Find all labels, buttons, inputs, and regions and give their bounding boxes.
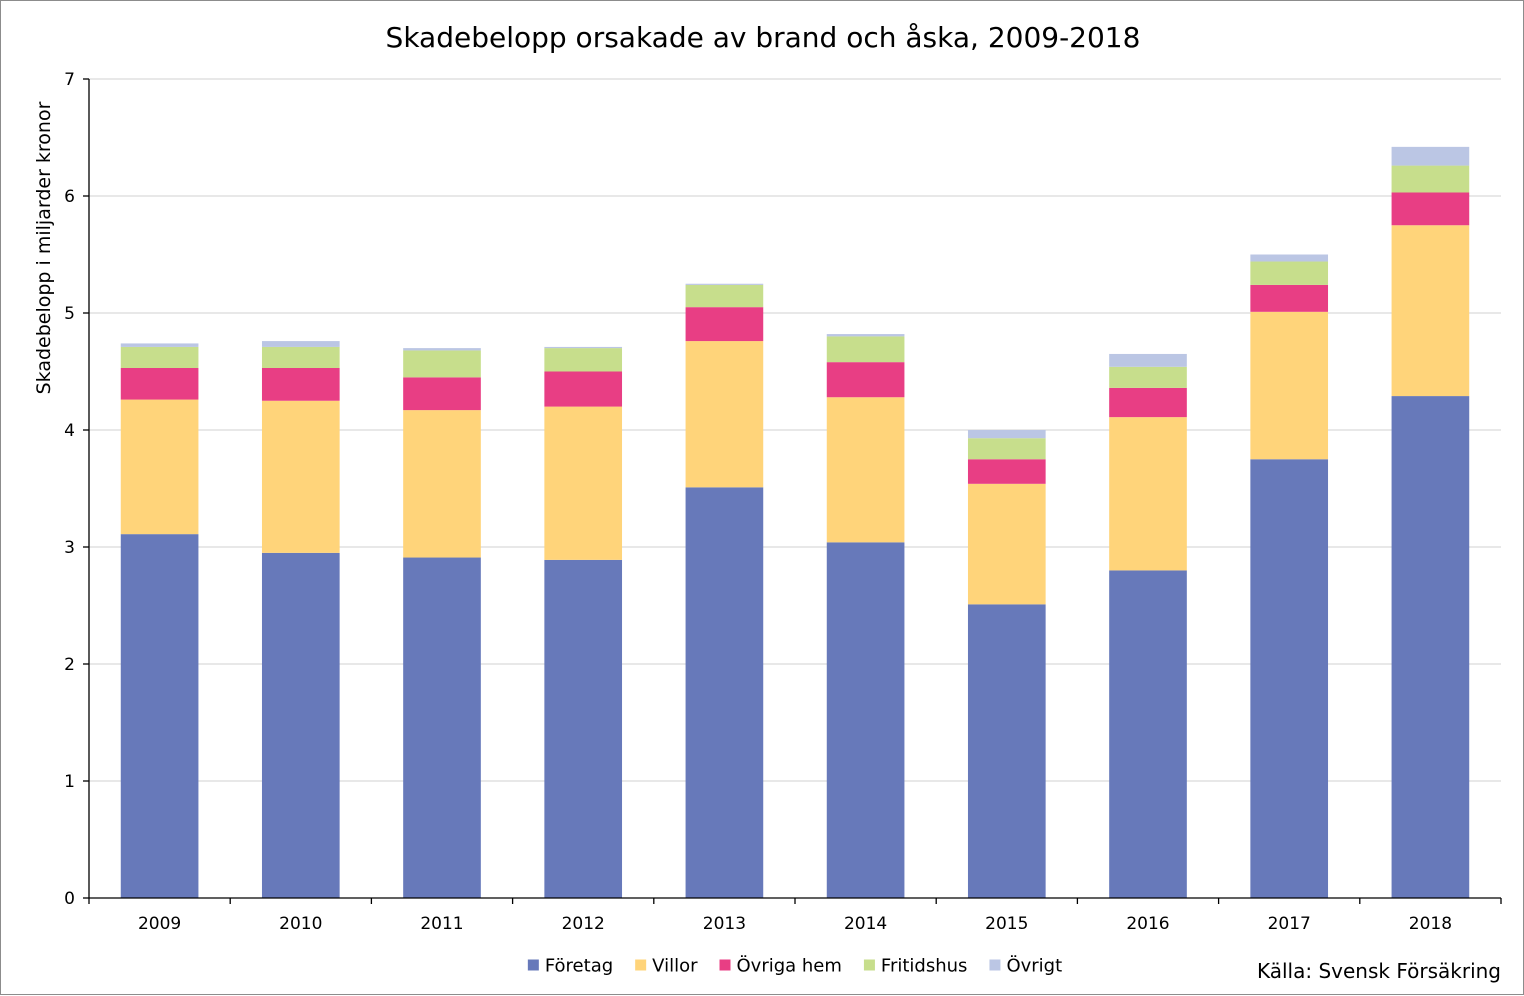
bar-segment: [826, 362, 905, 398]
bar-segment: [261, 367, 340, 401]
bar-segment: [261, 552, 340, 898]
legend-label: Fritidshus: [881, 956, 968, 977]
legend: Företag Villor Övriga hem Fritidshus Övrigt: [527, 955, 1062, 977]
x-tick-label: 2011: [420, 914, 463, 934]
bar-segment: [261, 346, 340, 368]
bar-segment: [967, 604, 1046, 898]
bar-segment: [967, 430, 1046, 439]
y-axis-label: Skadebelopp i miljarder kronor: [33, 101, 55, 394]
x-tick-label: 2016: [1126, 914, 1169, 934]
y-tick-label: 6: [64, 187, 75, 207]
bar-segment: [1391, 396, 1470, 898]
bar-segment: [1250, 254, 1329, 262]
x-tick-label: 2009: [138, 914, 181, 934]
y-tick-label: 5: [64, 304, 75, 324]
bar-segment: [967, 483, 1046, 605]
bar-segment: [120, 343, 199, 347]
bar-segment: [1250, 284, 1329, 312]
y-tick-label: 1: [64, 772, 75, 792]
x-tick-label: 2012: [562, 914, 605, 934]
bar-segment: [967, 459, 1046, 484]
bar-segment: [1391, 165, 1470, 193]
bar-segment: [1391, 146, 1470, 166]
legend-label: Företag: [545, 956, 613, 977]
legend-swatch: [863, 959, 875, 971]
bar-segment: [685, 284, 764, 308]
y-tick-label: 2: [64, 655, 75, 675]
bar-segment: [544, 371, 623, 407]
bar-segment: [1250, 311, 1329, 460]
bar-segment: [826, 336, 905, 363]
bar-segment: [685, 487, 764, 898]
bar-segment: [685, 307, 764, 342]
bar-segment: [403, 350, 481, 378]
bar-segment: [544, 406, 623, 560]
bar-segment: [685, 341, 764, 488]
axes: [83, 78, 1502, 904]
legend-swatch: [527, 959, 539, 971]
x-tick-label: 2018: [1409, 914, 1452, 934]
bar-segment: [1250, 459, 1329, 898]
bar-segment: [261, 400, 340, 553]
bar-segment: [544, 348, 623, 372]
y-tick-label: 0: [64, 889, 75, 909]
legend-label: Övriga hem: [737, 955, 842, 977]
x-tick-label: 2010: [279, 914, 322, 934]
bar-segment: [261, 341, 340, 347]
legend-label: Övrigt: [1006, 955, 1062, 977]
bar-segment: [120, 346, 199, 368]
bar-segment: [1109, 417, 1187, 571]
bar-segment: [403, 348, 481, 351]
x-tick-label: 2013: [703, 914, 746, 934]
legend-label: Villor: [652, 956, 698, 977]
bar-segment: [1391, 225, 1470, 397]
bars: [120, 146, 1470, 898]
bar-segment: [1250, 261, 1329, 285]
y-tick-label: 4: [64, 421, 75, 441]
bar-segment: [826, 542, 905, 898]
source-note: Källa: Svensk Försäkring: [1257, 959, 1501, 983]
bar-segment: [1109, 570, 1187, 898]
bar-segment: [120, 367, 199, 400]
bar-segment: [967, 438, 1046, 460]
bar-segment: [544, 346, 623, 349]
bar-segment: [403, 557, 481, 898]
y-tick-label: 3: [64, 538, 75, 558]
bar-segment: [403, 410, 481, 558]
y-tick-label: 7: [64, 70, 75, 90]
bar-segment: [826, 397, 905, 543]
bar-segment: [120, 534, 199, 898]
bar-segment: [1109, 353, 1187, 367]
bar-segment: [403, 377, 481, 411]
legend-swatch: [635, 959, 647, 971]
chart-title: Skadebelopp orsakade av brand och åska, …: [386, 21, 1141, 54]
bar-segment: [1109, 387, 1187, 418]
bar-segment: [1109, 366, 1187, 388]
bar-segment: [685, 283, 764, 285]
bar-segment: [826, 334, 905, 337]
x-tick-label: 2015: [985, 914, 1028, 934]
legend-swatch: [719, 959, 731, 971]
bar-segment: [120, 399, 199, 535]
x-tick-label: 2014: [844, 914, 887, 934]
bar-segment: [544, 559, 623, 898]
legend-swatch: [989, 959, 1001, 971]
bar-segment: [1391, 192, 1470, 226]
y-tick-labels: 0 1 2 3 4 5 6 7: [64, 70, 75, 909]
x-tick-labels: 2009 2010 2011 2012 2013 2014 2015 2016 2017 2018: [138, 914, 1452, 934]
x-tick-label: 2017: [1268, 914, 1311, 934]
